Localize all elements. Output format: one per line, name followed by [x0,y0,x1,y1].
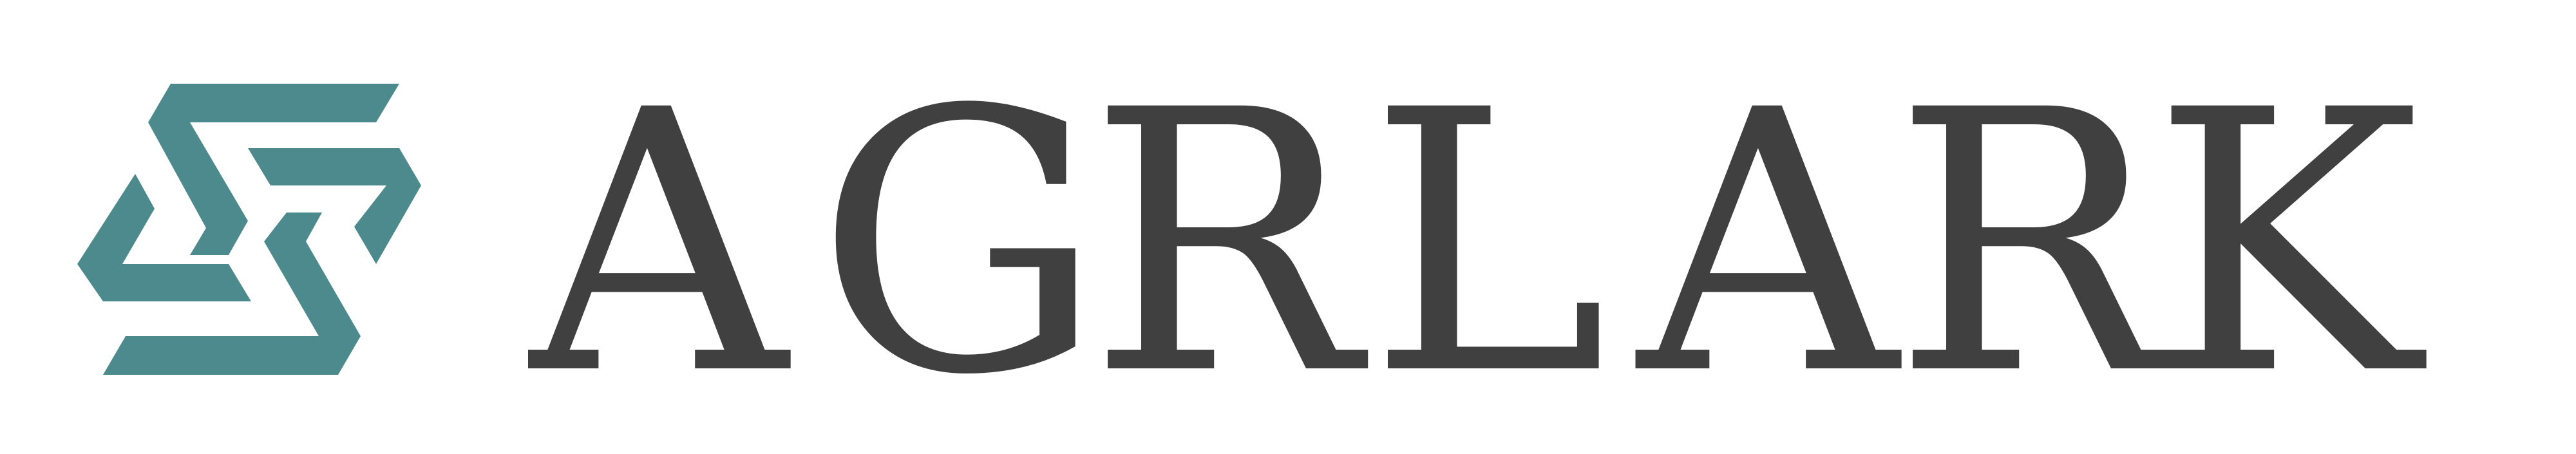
mark-bottom-chevron [103,213,361,375]
wordmark-letter-a: A [1632,77,1902,380]
wordmark-letter-a: A [528,77,791,380]
wordmark-letter-k: K [2152,77,2428,380]
wordmark-letter-l: L [1368,77,1607,380]
wordmark-letter-g: G [815,77,1103,380]
interlocking-s-chevron-icon [77,84,421,375]
wordmark: A G R L A R K [528,77,2428,380]
wordmark-letter-r: R [1893,77,2175,380]
mark-top-chevron [148,84,399,255]
wordmark-letter-r: R [1088,77,1370,380]
mark-left-chevron [77,174,251,301]
mark-right-chevron [248,148,421,264]
